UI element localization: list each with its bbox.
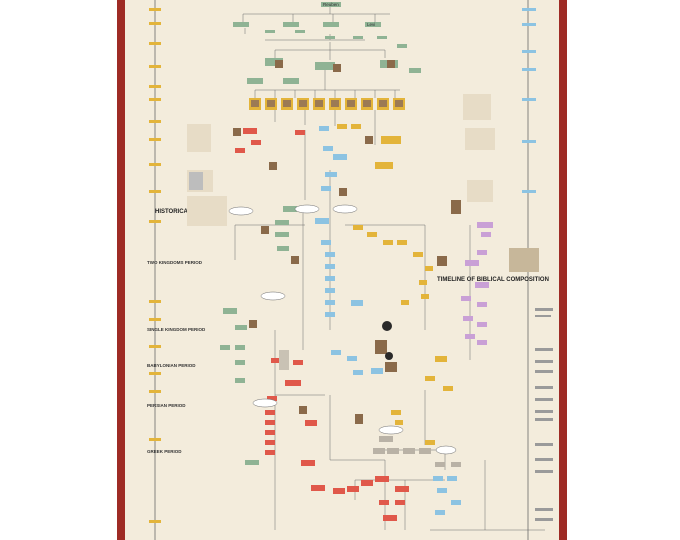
purple-nodes [461, 222, 493, 345]
tribe-portraits [251, 100, 403, 107]
grey-nodes [373, 436, 461, 467]
green-nodes [220, 2, 421, 465]
period-heading-greek: GREEK PERIOD [147, 449, 182, 454]
gold-nodes [337, 124, 453, 445]
period-heading-babylonian: BABYLONIAN PERIOD [147, 363, 196, 368]
blue-nodes [315, 126, 383, 375]
dark-circle-marker-2 [385, 352, 393, 360]
dark-circle-marker-1 [382, 321, 392, 331]
genealogy-poster: HISTORICAL DATES TIMELINE OF BIBLICAL CO… [117, 0, 567, 540]
portrait-images [233, 60, 461, 424]
timeline-heading: TIMELINE OF BIBLICAL COMPOSITION [437, 277, 549, 283]
right-timeline-entries [535, 308, 553, 521]
node-label-levi: Levi [367, 22, 375, 27]
period-heading-two-kingdoms: TWO KINGDOMS PERIOD [147, 260, 203, 265]
statue-image [279, 350, 289, 370]
historical-dates-heading: HISTORICAL DATES [155, 209, 213, 215]
genealogy-diagram: HISTORICAL DATES TIMELINE OF BIBLICAL CO… [147, 0, 553, 540]
red-nodes [235, 128, 409, 521]
oval-callouts [228, 204, 457, 455]
right-date-markers [522, 8, 536, 193]
period-heading-single-kingdom: SINGLE KINGDOM PERIOD [147, 327, 206, 332]
stone-tablet-image [189, 172, 203, 190]
left-date-markers [149, 8, 161, 523]
blue-nodes-lower [433, 476, 461, 515]
period-heading-persian: PERSIAN PERIOD [147, 403, 186, 408]
map-inset [509, 248, 539, 272]
node-label-reuben: Reuben [323, 2, 339, 7]
